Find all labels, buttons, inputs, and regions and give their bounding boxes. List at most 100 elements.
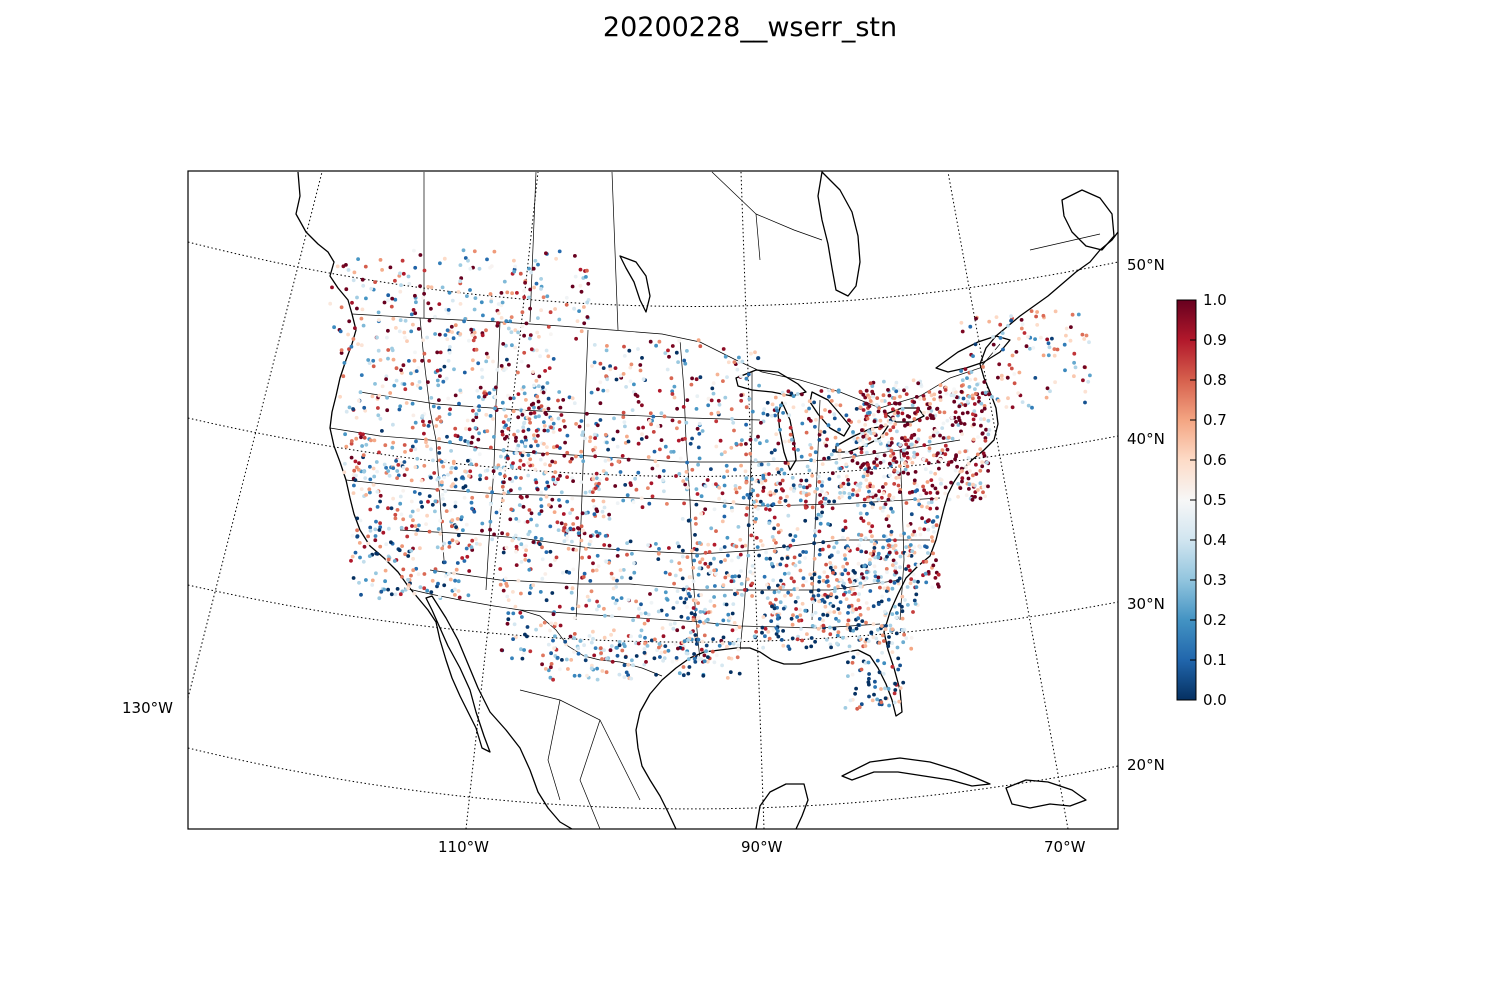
station-dot <box>807 468 812 473</box>
station-dot <box>386 328 390 333</box>
station-dot <box>542 424 547 428</box>
station-dot <box>935 491 940 495</box>
station-dot <box>722 499 727 503</box>
station-dot <box>399 368 403 372</box>
station-dot <box>706 396 711 401</box>
station-dot <box>766 462 771 467</box>
station-dot <box>443 333 448 337</box>
station-dot <box>973 377 978 382</box>
station-dot <box>657 474 662 479</box>
station-dot <box>378 521 382 525</box>
station-dot <box>544 550 549 554</box>
station-dot <box>749 351 753 356</box>
station-dot <box>456 533 461 538</box>
station-dot <box>846 674 850 678</box>
station-dot <box>854 686 858 691</box>
station-dot <box>848 698 853 703</box>
station-dot <box>915 488 919 493</box>
station-dot <box>905 455 910 460</box>
station-dot <box>881 491 886 496</box>
station-dot <box>962 422 967 426</box>
station-dot <box>846 482 851 487</box>
station-dot <box>912 545 917 549</box>
station-dot <box>583 658 588 663</box>
station-dot <box>841 635 845 640</box>
station-dot <box>1048 389 1052 394</box>
station-dot <box>470 506 474 511</box>
station-dot <box>363 476 368 480</box>
station-dot <box>761 489 766 493</box>
station-dot <box>869 471 874 475</box>
station-dot <box>520 453 525 458</box>
station-dot <box>896 483 901 488</box>
station-dot <box>694 377 699 382</box>
station-dot <box>358 390 363 395</box>
station-dot <box>737 671 742 676</box>
station-dot <box>564 295 569 300</box>
station-dot <box>592 504 597 509</box>
station-dot <box>809 589 813 594</box>
station-dot <box>674 474 678 478</box>
station-dot <box>891 386 896 391</box>
station-dot <box>730 611 735 616</box>
station-dot <box>597 478 602 482</box>
station-dot <box>383 579 387 584</box>
station-dot <box>811 594 816 598</box>
station-dot <box>455 561 460 565</box>
station-dot <box>765 413 770 417</box>
station-dot <box>492 532 496 537</box>
station-dot <box>933 576 938 580</box>
station-dot <box>844 474 849 479</box>
station-dot <box>544 348 549 353</box>
station-dot <box>980 391 985 396</box>
station-dot <box>640 505 645 510</box>
station-dot <box>930 414 935 418</box>
station-dot <box>583 436 587 441</box>
station-dot <box>568 459 573 464</box>
station-dot <box>958 486 963 490</box>
station-dot <box>817 579 822 584</box>
station-dot <box>840 572 845 577</box>
station-dot <box>503 467 507 471</box>
station-dot <box>890 650 895 654</box>
station-dot <box>822 456 826 461</box>
station-dot <box>763 626 768 631</box>
station-dot <box>875 697 880 702</box>
station-dot <box>534 627 538 632</box>
station-dot <box>698 619 702 624</box>
station-dot <box>904 636 909 641</box>
station-dot <box>925 416 930 421</box>
station-dot <box>671 606 676 610</box>
station-dot <box>396 463 401 467</box>
station-dot <box>877 439 882 444</box>
station-dot <box>574 548 579 552</box>
station-dot <box>913 470 918 474</box>
station-dot <box>527 558 531 563</box>
station-dot <box>743 543 748 548</box>
station-dot <box>659 411 664 416</box>
station-dot <box>330 285 334 290</box>
station-dot <box>512 269 517 274</box>
station-dot <box>583 511 588 516</box>
station-dot <box>485 257 489 262</box>
station-dot <box>812 556 817 561</box>
station-dot <box>946 462 951 467</box>
station-dot <box>514 635 518 640</box>
station-dot <box>801 576 806 581</box>
station-dot <box>525 519 530 524</box>
station-dot <box>429 306 433 311</box>
station-dot <box>534 439 538 444</box>
station-dot <box>795 527 800 531</box>
station-dot <box>370 583 375 587</box>
station-dot <box>390 445 395 450</box>
station-dot <box>804 493 809 498</box>
station-dot <box>467 427 472 432</box>
station-dot <box>851 430 855 434</box>
station-dot <box>871 413 876 417</box>
station-dot <box>981 365 985 369</box>
station-dot <box>762 574 767 579</box>
station-dot <box>534 480 539 485</box>
station-dot <box>400 574 404 579</box>
station-dot <box>735 655 740 660</box>
station-dot <box>820 598 825 602</box>
